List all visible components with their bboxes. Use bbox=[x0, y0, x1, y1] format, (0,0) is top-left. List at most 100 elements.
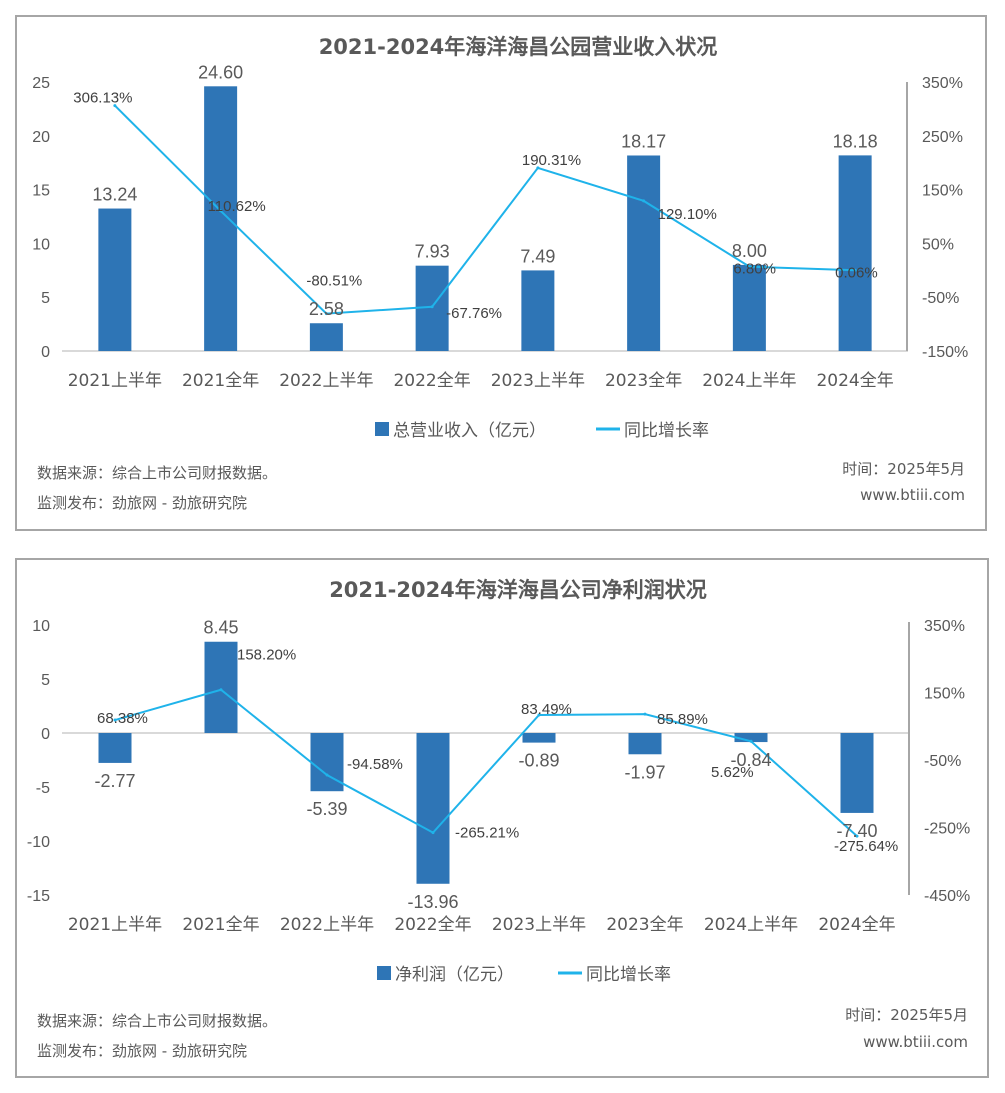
bar-value-label: -2.77 bbox=[94, 771, 135, 791]
y-axis-tick-label: 25 bbox=[32, 75, 50, 92]
line-value-label: -265.21% bbox=[455, 825, 519, 842]
line-point bbox=[325, 773, 329, 777]
x-axis-category-label: 2023上半年 bbox=[492, 915, 586, 935]
bar bbox=[204, 641, 238, 733]
chart2-title: 2021-2024年海洋海昌公司净利润状况 bbox=[329, 578, 707, 602]
bar bbox=[732, 264, 766, 351]
chart1-source: 数据来源：综合上市公司财报数据。 bbox=[37, 464, 277, 482]
x-axis-category-label: 2024上半年 bbox=[704, 915, 798, 935]
bar bbox=[310, 733, 344, 792]
bar-value-label: -7.40 bbox=[836, 821, 877, 841]
line-point bbox=[324, 312, 328, 316]
bar bbox=[522, 733, 556, 743]
growth-rate-line bbox=[114, 688, 858, 837]
bar bbox=[98, 733, 132, 763]
chart2-site: www.btiii.com bbox=[863, 1033, 968, 1051]
line-point bbox=[855, 834, 859, 838]
x-axis-category-label: 2021上半年 bbox=[68, 915, 162, 935]
chart1-date: 时间：2025年5月 bbox=[842, 460, 965, 478]
line-point bbox=[431, 831, 435, 835]
y-axis-tick-label: 5 bbox=[41, 672, 50, 689]
growth-rate-line bbox=[114, 104, 856, 315]
x-axis-category-label: 2021上半年 bbox=[68, 371, 162, 391]
y2-axis-tick-label: -50% bbox=[922, 290, 959, 307]
line-value-label: 5.62% bbox=[711, 764, 754, 781]
line-point bbox=[749, 739, 753, 743]
chart2-legend-line-label: 同比增长率 bbox=[586, 965, 671, 985]
y2-axis-tick-label: 50% bbox=[922, 236, 954, 253]
line-point bbox=[643, 712, 647, 716]
line-value-label: 85.89% bbox=[657, 711, 708, 728]
y-axis-tick-label: -10 bbox=[27, 834, 50, 851]
x-axis-category-label: 2022全年 bbox=[393, 371, 470, 391]
bar-value-label: 24.60 bbox=[198, 62, 243, 82]
y2-axis-tick-label: 250% bbox=[922, 129, 963, 146]
chart1-legend: 总营业收入（亿元） 同比增长率 bbox=[375, 421, 709, 441]
bar-value-label: 7.49 bbox=[520, 246, 555, 266]
line-value-label: -275.64% bbox=[834, 838, 898, 855]
line-point bbox=[219, 209, 223, 213]
bar-value-label: -0.84 bbox=[730, 750, 771, 770]
line-value-label: 83.49% bbox=[521, 701, 572, 718]
line-point bbox=[642, 199, 646, 203]
line-value-label: 158.20% bbox=[237, 647, 296, 664]
chart2-legend-bar-label: 净利润（亿元） bbox=[395, 965, 514, 985]
line-value-label: -94.58% bbox=[347, 756, 403, 773]
y-axis-tick-label: 10 bbox=[32, 618, 50, 635]
chart1-legend-line-label: 同比增长率 bbox=[624, 421, 709, 441]
y-axis-tick-label: 0 bbox=[41, 726, 50, 743]
line-value-label: 68.38% bbox=[97, 710, 148, 727]
y-axis-tick-label: -15 bbox=[27, 888, 50, 905]
x-axis-category-label: 2023全年 bbox=[605, 371, 682, 391]
chart1-legend-bar-label: 总营业收入（亿元） bbox=[393, 421, 546, 441]
bar bbox=[840, 733, 874, 813]
line-point bbox=[537, 713, 541, 717]
bar bbox=[627, 155, 661, 351]
bar-value-label: -0.89 bbox=[518, 751, 559, 771]
chart1-publisher: 监测发布：劲旅网 - 劲旅研究院 bbox=[37, 494, 247, 512]
chart2-legend: 净利润（亿元） 同比增长率 bbox=[377, 965, 671, 985]
y2-axis-tick-label: 350% bbox=[922, 75, 963, 92]
x-axis-category-label: 2023全年 bbox=[606, 915, 683, 935]
line-value-label: -67.76% bbox=[446, 305, 502, 322]
y2-axis-tick-label: -150% bbox=[922, 344, 968, 361]
bar-value-label: -5.39 bbox=[306, 799, 347, 819]
line-point bbox=[219, 688, 223, 692]
bar-value-label: 18.17 bbox=[621, 131, 666, 151]
y-axis-tick-label: 20 bbox=[32, 129, 50, 146]
x-axis-category-label: 2024上半年 bbox=[702, 371, 796, 391]
bar-value-label: -13.96 bbox=[407, 892, 458, 912]
bar bbox=[734, 733, 768, 743]
bar-value-label: 18.18 bbox=[833, 131, 878, 151]
x-axis-category-label: 2021全年 bbox=[182, 915, 259, 935]
x-axis-category-label: 2024全年 bbox=[818, 915, 895, 935]
line-point bbox=[113, 718, 117, 722]
line-value-label: 190.31% bbox=[522, 152, 581, 169]
y-axis-tick-label: 10 bbox=[32, 236, 50, 253]
line-value-label: 110.62% bbox=[208, 198, 266, 215]
chart2-date: 时间：2025年5月 bbox=[845, 1006, 968, 1024]
chart1-title: 2021-2024年海洋海昌公园营业收入状况 bbox=[319, 35, 718, 59]
bar-value-label: 7.93 bbox=[415, 242, 450, 262]
x-axis-category-label: 2021全年 bbox=[182, 371, 259, 391]
bar-value-label: 8.00 bbox=[732, 241, 767, 261]
y-axis-tick-label: 5 bbox=[41, 290, 50, 307]
bar-value-label: -1.97 bbox=[624, 762, 665, 782]
y2-axis-tick-label: -250% bbox=[924, 821, 970, 838]
bar-value-label: 13.24 bbox=[92, 185, 137, 205]
y2-axis-tick-label: 150% bbox=[922, 183, 963, 200]
line-point bbox=[536, 166, 540, 170]
line-value-label: 6.80% bbox=[733, 261, 776, 278]
chart2-source: 数据来源：综合上市公司财报数据。 bbox=[37, 1012, 277, 1030]
y2-axis-tick-label: -450% bbox=[924, 888, 970, 905]
bar bbox=[628, 733, 662, 755]
bar bbox=[416, 733, 450, 884]
net-profit-chart-panel bbox=[15, 558, 989, 1078]
y-axis-tick-label: 15 bbox=[32, 183, 50, 200]
bar bbox=[204, 86, 238, 351]
x-axis-category-label: 2022全年 bbox=[394, 915, 471, 935]
x-axis-category-label: 2022上半年 bbox=[279, 371, 373, 391]
bar-value-label: 8.45 bbox=[203, 618, 238, 638]
line-point bbox=[113, 104, 117, 108]
line-point bbox=[747, 265, 751, 269]
